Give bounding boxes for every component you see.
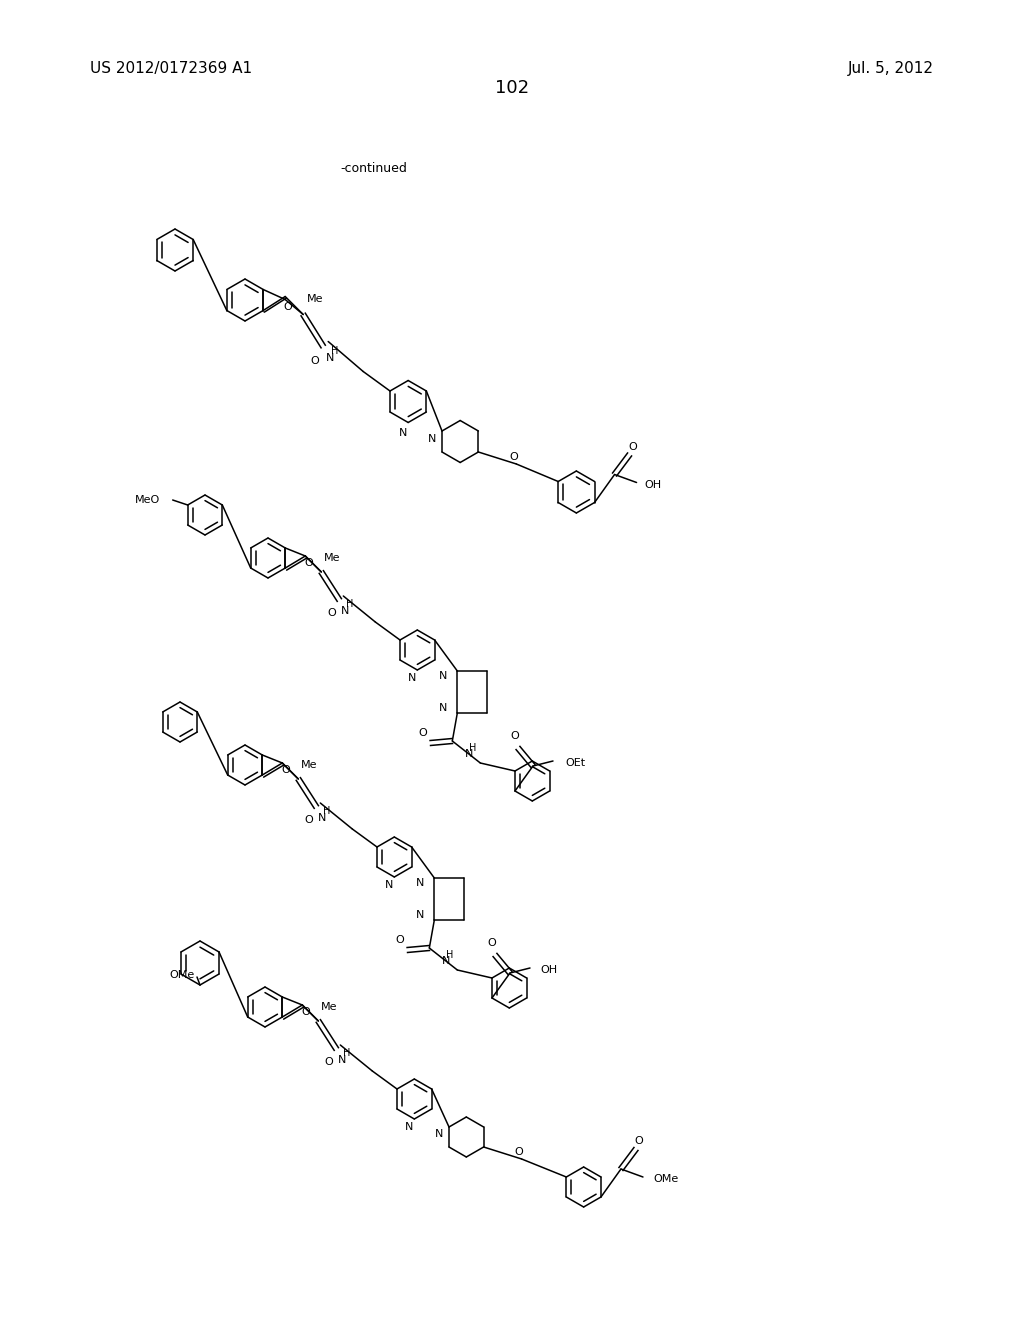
Text: O: O (509, 451, 518, 462)
Text: US 2012/0172369 A1: US 2012/0172369 A1 (90, 61, 252, 75)
Text: N: N (317, 813, 327, 822)
Text: Me: Me (301, 760, 317, 770)
Text: N: N (416, 878, 425, 888)
Text: 102: 102 (495, 79, 529, 96)
Text: H: H (343, 1048, 350, 1059)
Text: O: O (324, 1057, 333, 1067)
Text: N: N (435, 1129, 443, 1139)
Text: Me: Me (307, 293, 324, 304)
Text: N: N (416, 909, 425, 920)
Text: O: O (301, 1007, 309, 1016)
Text: O: O (284, 302, 293, 313)
Text: O: O (635, 1137, 643, 1146)
Text: OH: OH (540, 965, 557, 975)
Text: OMe: OMe (170, 970, 195, 979)
Text: Jul. 5, 2012: Jul. 5, 2012 (848, 61, 934, 75)
Text: N: N (399, 428, 408, 437)
Text: H: H (324, 807, 331, 816)
Text: O: O (395, 935, 403, 945)
Text: H: H (346, 599, 353, 609)
Text: MeO: MeO (134, 495, 160, 506)
Text: N: N (439, 671, 447, 681)
Text: N: N (385, 880, 393, 890)
Text: OEt: OEt (565, 758, 585, 768)
Text: -continued: -continued (340, 161, 407, 174)
Text: O: O (304, 558, 312, 568)
Text: OH: OH (644, 479, 662, 490)
Text: N: N (465, 748, 473, 759)
Text: OMe: OMe (653, 1173, 678, 1184)
Text: N: N (406, 1122, 414, 1133)
Text: O: O (628, 441, 637, 451)
Text: O: O (327, 609, 336, 618)
Text: H: H (469, 743, 477, 752)
Text: N: N (409, 673, 417, 682)
Text: O: O (418, 729, 427, 738)
Text: H: H (446, 950, 454, 960)
Text: Me: Me (322, 1002, 338, 1012)
Text: N: N (338, 1055, 346, 1065)
Text: N: N (428, 433, 436, 444)
Text: N: N (341, 606, 349, 616)
Text: N: N (439, 704, 447, 713)
Text: O: O (514, 1147, 523, 1158)
Text: O: O (304, 814, 312, 825)
Text: N: N (326, 352, 334, 363)
Text: O: O (487, 939, 497, 948)
Text: O: O (511, 731, 519, 741)
Text: O: O (311, 355, 319, 366)
Text: O: O (281, 766, 290, 775)
Text: Me: Me (325, 553, 341, 564)
Text: H: H (332, 346, 339, 356)
Text: N: N (441, 956, 451, 966)
